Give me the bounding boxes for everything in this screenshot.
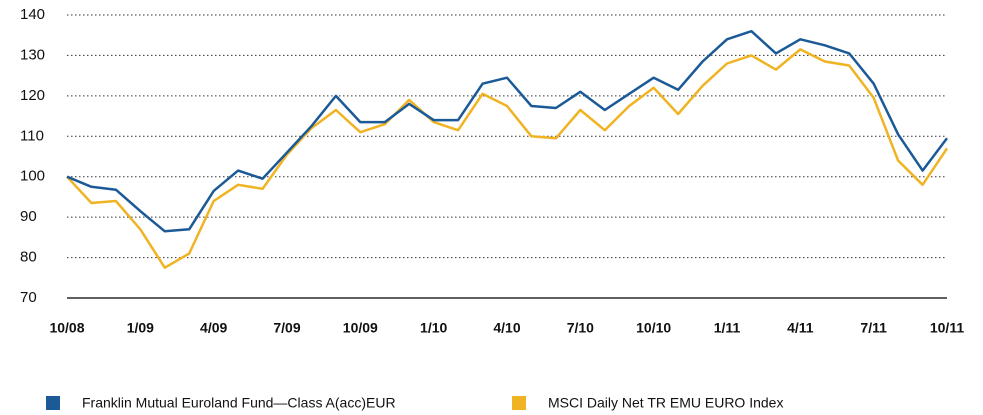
legend-label: Franklin Mutual Euroland Fund—Class A(ac…	[82, 395, 396, 411]
legend-label: MSCI Daily Net TR EMU EURO Index	[548, 395, 783, 411]
y-tick-label: 110	[20, 127, 44, 144]
x-tick-label: 4/11	[787, 320, 814, 336]
x-tick-label: 10/10	[636, 320, 671, 336]
x-tick-label: 1/10	[420, 320, 447, 336]
x-tick-label: 7/09	[273, 320, 300, 336]
legend-swatch	[512, 396, 526, 410]
x-tick-label: 10/11	[930, 320, 964, 336]
y-tick-label: 70	[20, 289, 37, 306]
x-tick-label: 1/11	[714, 320, 741, 336]
y-tick-label: 120	[20, 87, 45, 104]
y-tick-label: 130	[20, 46, 45, 63]
x-tick-label: 10/08	[49, 320, 84, 336]
x-tick-label: 7/11	[860, 320, 887, 336]
x-tick-label: 1/09	[127, 320, 154, 336]
series-line	[66, 29, 948, 233]
series-line	[66, 48, 949, 269]
x-tick-label: 7/10	[567, 320, 594, 336]
y-tick-label: 90	[20, 208, 37, 225]
y-tick-label: 140	[20, 6, 45, 23]
y-tick-label: 80	[20, 249, 37, 266]
y-tick-label: 100	[20, 168, 45, 185]
x-tick-label: 4/10	[493, 320, 520, 336]
x-tick-label: 4/09	[200, 320, 227, 336]
x-tick-label: 10/09	[343, 320, 378, 336]
legend-swatch	[46, 396, 60, 410]
